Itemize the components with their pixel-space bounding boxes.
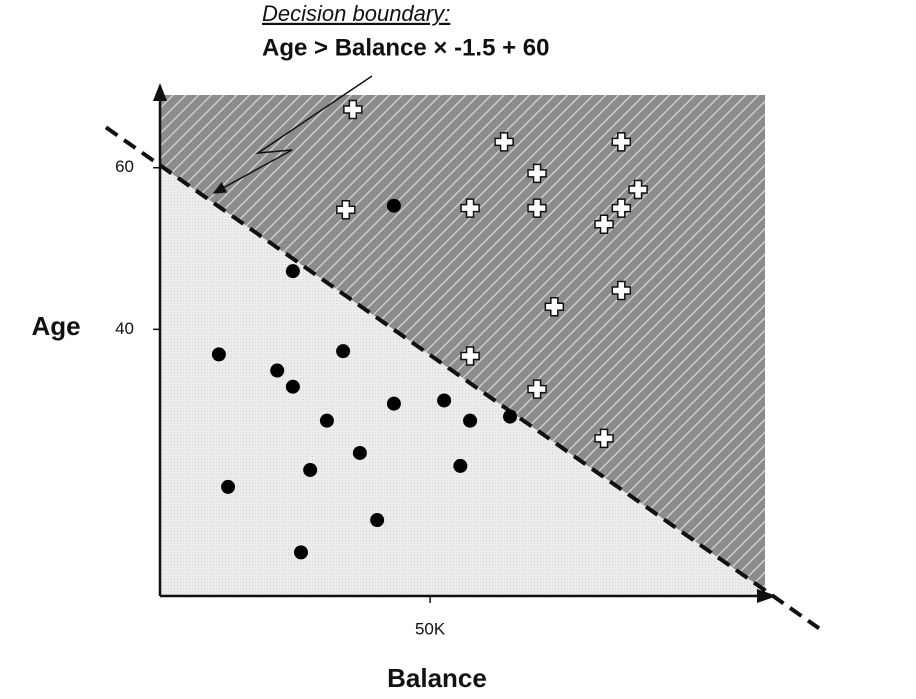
plus-point — [611, 198, 632, 218]
plus-point — [628, 179, 648, 200]
y-axis-label: Age — [31, 311, 80, 341]
plus-point — [527, 163, 547, 184]
dot-point — [352, 445, 367, 460]
annotation-arrow — [212, 75, 373, 194]
x-tick-label: 50K — [415, 619, 446, 638]
region-above — [160, 95, 765, 591]
plus-point — [611, 280, 632, 301]
dot-point — [370, 513, 385, 528]
x-axis-label: Balance — [387, 663, 487, 693]
dot-point — [453, 458, 468, 473]
y-tick-label: 40 — [115, 319, 134, 338]
dot-point — [285, 379, 300, 394]
dot-point — [386, 396, 401, 411]
x-axis-arrow — [757, 589, 777, 603]
plus-point — [336, 199, 356, 220]
dot-point — [437, 393, 452, 408]
plus-point — [544, 296, 565, 317]
y-axis-arrow — [153, 83, 167, 101]
plus-point — [460, 346, 480, 366]
dot-point — [503, 409, 518, 424]
dot-point — [386, 198, 401, 213]
plus-point — [594, 214, 614, 235]
dot-point — [303, 462, 318, 477]
dot-point — [221, 479, 236, 494]
plus-point — [343, 99, 363, 120]
dot-point — [319, 413, 334, 428]
decision-boundary — [104, 125, 821, 630]
plus-point — [527, 198, 547, 218]
annotation-rule: Age > Balance × -1.5 + 60 — [262, 34, 550, 61]
plot-area — [160, 95, 765, 596]
plus-point — [494, 132, 514, 152]
dot-point — [270, 363, 285, 378]
y-tick-label: 60 — [115, 157, 134, 176]
dot-point — [336, 344, 351, 359]
dot-point — [285, 264, 300, 279]
dot-point — [293, 545, 308, 560]
plus-point — [460, 198, 480, 218]
dot-point — [463, 413, 478, 428]
plus-point — [594, 428, 614, 449]
plus-point — [611, 132, 632, 152]
dot-point — [211, 347, 226, 362]
plus-point — [527, 379, 547, 399]
annotation-title: Decision boundary: — [262, 1, 450, 26]
